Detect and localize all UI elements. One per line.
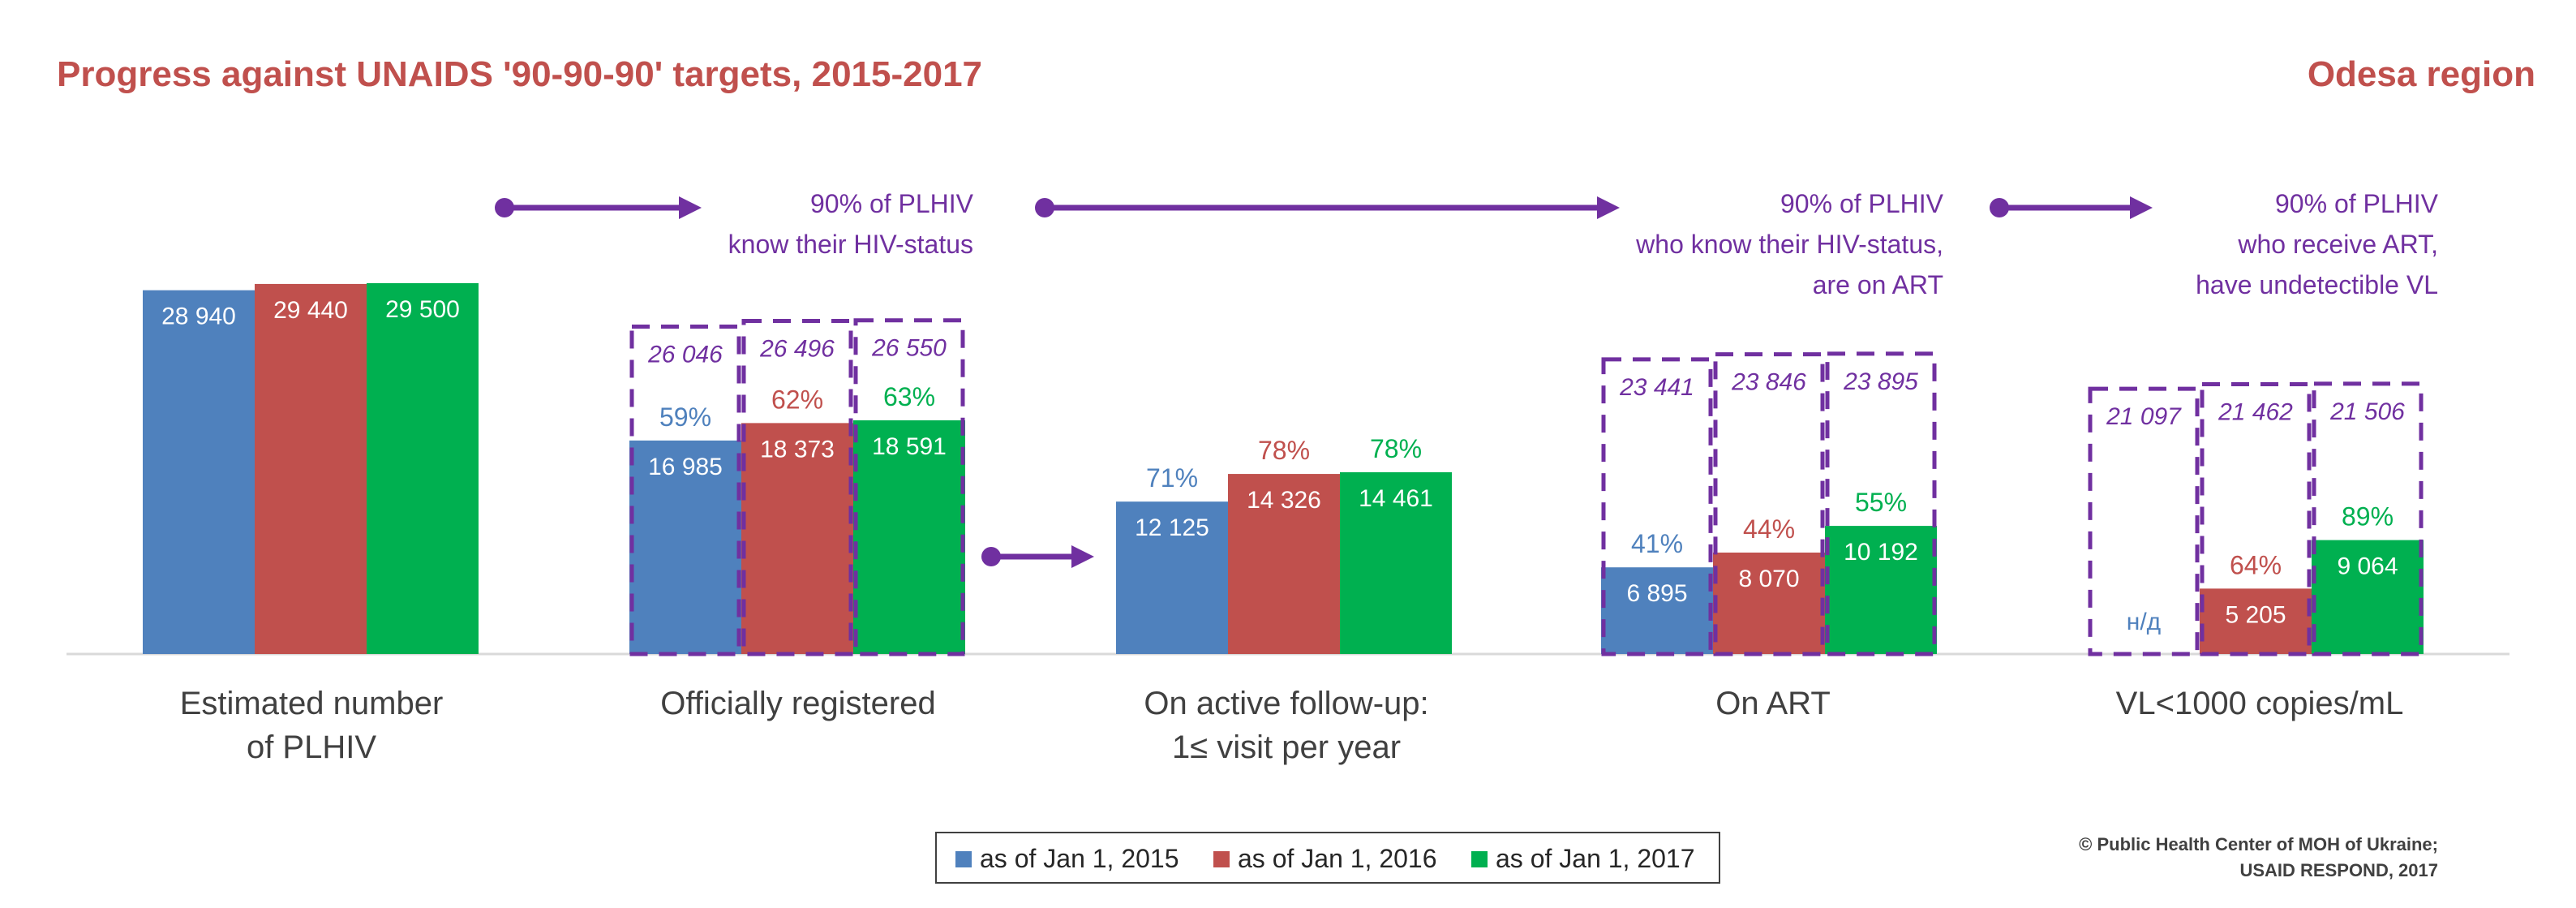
category-label-2-1: 1≤ visit per year	[1172, 729, 1401, 765]
bar-2-0	[1116, 501, 1228, 654]
target-note-1-line-2: know their HIV-status	[728, 230, 973, 259]
target-label-1-1: 26 496	[759, 336, 835, 363]
target-label-3-1: 23 846	[1731, 369, 1806, 396]
target-box-1-1	[741, 319, 853, 656]
target-note-1-line-1: 90% of PLHIV	[810, 189, 974, 218]
category-label-4-0: VL<1000 copies/mL	[2116, 686, 2404, 721]
bar-2-1	[1228, 474, 1340, 654]
target-note-3: 90% of PLHIV who receive ART, have undet…	[2196, 189, 2439, 299]
chart-title: Progress against UNAIDS '90-90-90' targe…	[57, 54, 982, 94]
legend-swatch-2017	[1471, 851, 1488, 867]
target-label-4-2: 21 506	[2329, 398, 2405, 425]
percent-label-2-1: 78%	[1258, 436, 1310, 465]
bar-1-1	[741, 423, 853, 654]
target-label-4-0: 21 097	[2106, 403, 2182, 430]
bar-value-2-2: 14 461	[1359, 485, 1433, 512]
bars-layer	[143, 283, 2424, 654]
bar-value-1-2: 18 591	[872, 433, 947, 460]
target-note-3-line-1: 90% of PLHIV	[2275, 189, 2439, 218]
arrow-dot-followup	[981, 547, 1001, 566]
bar-3-2	[1825, 526, 1937, 654]
target-note-2-line-3: are on ART	[1813, 270, 1943, 299]
bar-value-4-2: 9 064	[2337, 553, 2398, 580]
target-note-3-line-3: have undetectible VL	[2196, 270, 2438, 299]
region-label: Odesa region	[2308, 54, 2535, 94]
percent-label-4-1: 64%	[2230, 550, 2282, 579]
bar-value-1-1: 18 373	[760, 436, 835, 463]
bar-value-3-0: 6 895	[1626, 580, 1687, 607]
percent-label-3-0: 41%	[1631, 529, 1683, 558]
percent-label-3-1: 44%	[1743, 514, 1795, 544]
legend-swatch-2016	[1213, 851, 1230, 867]
category-label-0-1: of PLHIV	[247, 729, 376, 765]
percent-label-2-2: 78%	[1370, 434, 1422, 463]
legend-swatch-2015	[955, 851, 972, 867]
category-label-0-0: Estimated number	[180, 686, 444, 721]
arrow-dot-vl	[1990, 198, 2009, 217]
percent-label-3-2: 55%	[1855, 488, 1907, 517]
legend-label-2015: as of Jan 1, 2015	[980, 844, 1179, 873]
target-note-2-line-1: 90% of PLHIV	[1780, 189, 1944, 218]
target-note-2-line-2: who know their HIV-status,	[1635, 230, 1943, 259]
bar-0-2	[367, 283, 479, 654]
bar-value-2-0: 12 125	[1135, 514, 1209, 541]
arrow-dot-registered	[495, 198, 514, 217]
target-label-3-0: 23 441	[1619, 374, 1694, 401]
target-note-1: 90% of PLHIV know their HIV-status	[728, 189, 974, 259]
category-label-1-0: Officially registered	[660, 686, 935, 721]
percent-label-1-1: 62%	[771, 385, 823, 414]
category-label-3-0: On ART	[1715, 686, 1831, 721]
target-note-2: 90% of PLHIV who know their HIV-status, …	[1635, 189, 1943, 299]
legend: as of Jan 1, 2015 as of Jan 1, 2016 as o…	[935, 832, 1720, 884]
bar-value-4-1: 5 205	[2225, 601, 2286, 628]
target-box-4-0	[2088, 386, 2200, 656]
percent-label-1-0: 59%	[659, 402, 711, 432]
target-box-4-2	[2312, 381, 2424, 656]
target-label-1-2: 26 550	[871, 335, 947, 362]
bar-2-2	[1340, 471, 1452, 654]
legend-label-2017: as of Jan 1, 2017	[1496, 844, 1695, 873]
bar-value-3-1: 8 070	[1738, 566, 1799, 592]
percent-label-1-2: 63%	[883, 382, 935, 411]
target-box-3-0	[1601, 357, 1713, 656]
target-box-4-1	[2200, 382, 2312, 656]
category-label-2-0: On active follow-up:	[1144, 686, 1428, 721]
target-label-3-2: 23 895	[1843, 368, 1918, 395]
bar-value-0-2: 29 500	[385, 296, 460, 323]
percent-label-4-2: 89%	[2342, 502, 2394, 531]
source-line-2: USAID RESPOND, 2017	[2239, 860, 2438, 880]
labels-layer: 28 940 29 440 29 500 Estimated number of PLH…	[161, 296, 2405, 765]
bar-value-2-1: 14 326	[1247, 487, 1321, 514]
bar-value-4-0: н/д	[2127, 609, 2161, 635]
target-box-1-0	[629, 325, 741, 656]
arrow-dot-art	[1035, 198, 1054, 217]
bar-value-0-0: 28 940	[161, 303, 236, 330]
bar-3-1	[1713, 552, 1825, 654]
bar-value-0-1: 29 440	[273, 297, 348, 324]
target-note-3-line-2: who receive ART,	[2237, 230, 2438, 259]
bar-4-1	[2200, 588, 2312, 654]
bar-value-3-2: 10 192	[1844, 539, 1918, 566]
source-line-1: © Public Health Center of MOH of Ukraine…	[2079, 834, 2438, 854]
target-box-1-2	[853, 318, 965, 656]
percent-label-2-0: 71%	[1146, 463, 1198, 493]
legend-label-2016: as of Jan 1, 2016	[1238, 844, 1437, 873]
bar-4-2	[2312, 540, 2424, 654]
bar-3-0	[1601, 567, 1713, 654]
bar-1-0	[629, 440, 741, 654]
bar-1-2	[853, 420, 965, 654]
targets-layer	[629, 318, 2424, 656]
bar-0-1	[255, 283, 367, 654]
legend-frame	[935, 832, 1720, 884]
target-label-1-0: 26 046	[647, 342, 723, 368]
bar-value-1-0: 16 985	[648, 454, 723, 480]
target-label-4-1: 21 462	[2218, 399, 2293, 426]
bar-0-0	[143, 290, 255, 654]
